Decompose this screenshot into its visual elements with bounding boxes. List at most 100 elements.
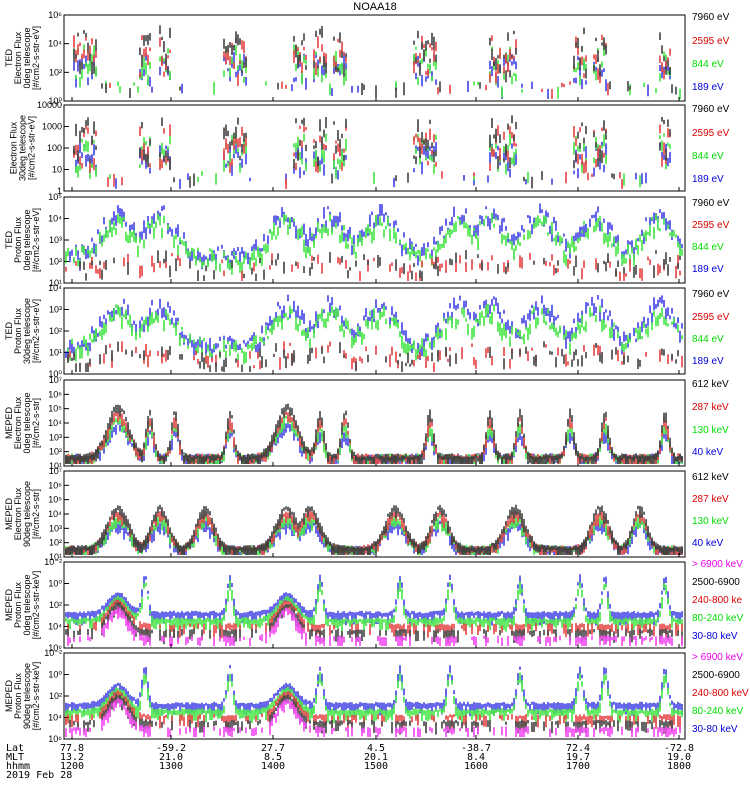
y-tick-label: 10⁴ (48, 622, 62, 632)
y-tick-label: 10¹ (49, 278, 62, 288)
y-tick-label: 10⁰ (48, 96, 62, 106)
legend-entry: 844 eV (692, 242, 724, 253)
y-tick-label: 10⁰ (48, 369, 62, 379)
footer-hhmm: 1200 (59, 761, 85, 772)
y-tick-label: 10⁶ (48, 10, 62, 20)
legend-entry: 844 eV (692, 151, 724, 162)
y-axis-label-line: TED (4, 321, 14, 340)
legend-entry: 844 eV (692, 334, 724, 345)
footer-mlt: 20.1 (363, 752, 389, 763)
y-tick-label: 10¹ (49, 461, 62, 471)
y-tick-label: 10¹ (49, 552, 62, 562)
y-axis-label-line: MEPED (4, 680, 14, 713)
legend-entry: 7960 eV (692, 289, 730, 300)
y-axis-label-line: 0deg telescope (22, 392, 32, 453)
y-tick-label: 10⁶ (48, 734, 62, 744)
series-trace-2500-6900 (65, 602, 683, 645)
footer-column: -72.8 19.0 1800 (659, 744, 699, 772)
y-axis-label-line: 30deg telescope (18, 115, 28, 181)
footer-lat: -59.2 (155, 743, 187, 754)
footer-lat: 4.5 (366, 743, 386, 754)
panel-frame (63, 561, 686, 649)
footer-lat: 72.4 (565, 743, 591, 754)
footer-lat: 27.7 (260, 743, 286, 754)
legend-entry: 240-800 keV (692, 688, 749, 699)
series-trace--6900-kev (65, 698, 681, 737)
y-axis-label-line: Proton Flux (13, 216, 23, 263)
legend-entry: 2595 eV (692, 312, 730, 323)
series-trace-7960-ev (73, 115, 671, 189)
y-axis-label-line: 30deg telescope (22, 298, 32, 364)
y-axis-label-line: [#/cm2-s-str-eV] (31, 299, 41, 363)
y-tick-label: 10² (49, 67, 62, 77)
y-tick-label: 10³ (49, 523, 62, 533)
y-tick-label: 100 (47, 143, 62, 153)
y-axis-label-line: [#/cm2-s-str-keV] (31, 662, 41, 731)
y-axis-label-line: Proton Flux (13, 672, 23, 719)
y-axis-label-line: MEPED (4, 407, 14, 440)
y-tick-label: 10⁷ (49, 466, 62, 476)
footer-label-hhmm: hhmm (6, 761, 31, 772)
legend-entry: 189 eV (692, 356, 724, 367)
footer-column: -59.2 21.0 1300 (151, 743, 191, 772)
legend-entry: 2595 eV (692, 128, 730, 139)
series-trace-7960-ev (79, 250, 681, 281)
y-tick-label: 10⁴ (48, 39, 62, 49)
panel-6: 10¹ 10² 10³ 10⁴ 10⁵ 10⁶ 10⁷ MEPED Electron Flux 9… (4, 466, 729, 562)
y-tick-label: 10² (49, 600, 62, 610)
y-tick-label: 10⁵ (48, 404, 62, 414)
y-tick-label: 10² (49, 257, 62, 267)
footer-column: 77.8 13.2 1200 (52, 743, 92, 772)
footer-mlt: 8.4 (466, 752, 486, 763)
footer-row-labels: Lat MLT hhmm 2019 Feb 28 (6, 744, 73, 781)
y-tick-label: 10⁴ (48, 713, 62, 723)
series-trace-612-kev (65, 403, 683, 464)
legend-entry: 130 keV (692, 516, 729, 527)
series-trace-612-kev (65, 504, 683, 555)
y-tick-label: 10⁰ (48, 579, 62, 589)
footer-mlt: 13.2 (59, 752, 85, 763)
y-axis-label-line: [#/cm2-s-str-eV] (27, 116, 37, 180)
y-tick-label: 10⁻² (44, 557, 62, 567)
y-axis-label-line: Proton Flux (13, 581, 23, 628)
footer-lat: 77.8 (59, 743, 85, 754)
series-trace-7960-ev (67, 341, 679, 372)
legend-entry: 40 keV (692, 538, 723, 549)
legend-entry: 7960 eV (692, 12, 730, 23)
legend-entry: > 6900 keV (692, 652, 743, 663)
legend-entry: 7960 eV (692, 198, 730, 209)
series-trace-30-80-kev (65, 574, 683, 626)
footer-hhmm: 1300 (158, 761, 184, 772)
footer-label-date: 2019 Feb 28 (6, 770, 73, 781)
legend-entry: 40 keV (692, 447, 723, 458)
y-axis-label-line: [#/cm2-s-str] (31, 398, 41, 448)
legend-entry: 287 keV (692, 494, 729, 505)
y-tick-label: 10⁴ (48, 283, 62, 293)
y-tick-label: 1000 (42, 122, 62, 132)
legend-entry: 240-800 ke (692, 595, 742, 606)
legend-entry: 189 eV (692, 264, 724, 275)
series-trace-844-ev (73, 44, 681, 99)
y-axis-label-line: 0deg telescope (22, 209, 32, 270)
y-tick-label: 10³ (49, 235, 62, 245)
panel-1: 10⁰ 10² 10⁴ 10⁶ TED Electron Flux 0deg telesco… (4, 10, 730, 106)
y-tick-label: 10² (49, 691, 62, 701)
legend-entry: 80-240 keV (692, 613, 743, 624)
footer-mlt: 8.5 (263, 752, 283, 763)
y-axis-label-line: Proton Flux (13, 307, 23, 354)
panel-7: 10⁶ 10⁴ 10² 10⁰ 10⁻² MEPED Proton Flux 0deg tel… (4, 557, 743, 653)
footer-column: -38.7 8.4 1600 (456, 744, 496, 772)
y-tick-label: 10 (52, 165, 62, 175)
footer-column: 72.4 19.7 1700 (558, 743, 598, 772)
footer-hhmm: 1400 (260, 761, 286, 772)
y-tick-label: 10⁴ (48, 214, 62, 224)
y-tick-label: 10000 (37, 100, 62, 110)
y-axis-label-line: TED (4, 230, 14, 249)
y-tick-label: 10⁰ (48, 670, 62, 680)
chart-title: NOAA18 (353, 1, 397, 13)
panel-5: 10¹ 10² 10³ 10⁴ 10⁵ 10⁶ 10⁷ MEPED Electron Flux 0… (4, 375, 729, 471)
y-axis-label-line: [#/cm2-s-str-keV] (31, 571, 41, 640)
footer-mlt: 21.0 (158, 752, 184, 763)
footer-hhmm: 1700 (565, 761, 591, 772)
y-tick-label: 10² (49, 447, 62, 457)
